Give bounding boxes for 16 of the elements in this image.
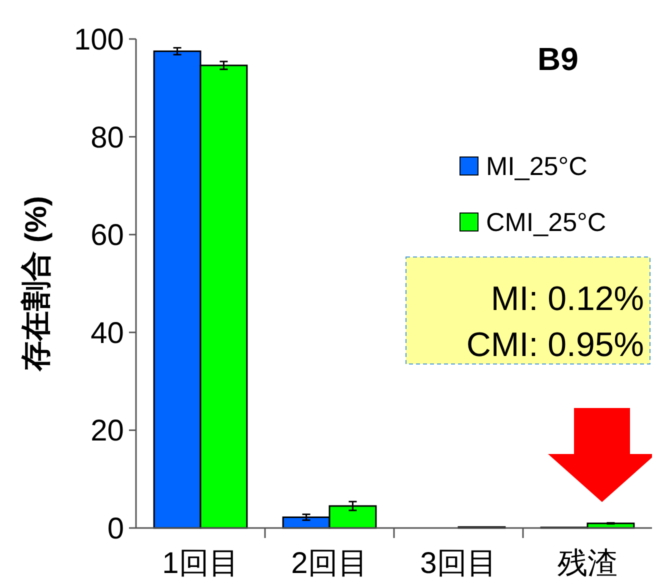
- chart-title: B9: [538, 41, 578, 77]
- legend-label: CMI_25°C: [486, 207, 606, 238]
- x-tick-label: 3回目: [420, 547, 497, 580]
- x-tick-label: 1回目: [162, 547, 239, 580]
- y-tick-label: 0: [107, 512, 124, 546]
- y-tick-label: 80: [90, 121, 124, 154]
- legend-label: MI_25°C: [486, 151, 588, 182]
- x-tick-label: 2回目: [291, 547, 368, 580]
- x-tick-label: 残渣: [558, 547, 618, 580]
- y-tick-label: 100: [74, 24, 124, 56]
- y-tick-label: 60: [90, 219, 124, 252]
- y-tick-label: 40: [90, 316, 124, 350]
- y-axis-title: 存在割合 (%): [20, 196, 53, 372]
- y-tick-label: 20: [90, 414, 124, 448]
- annotation: MI: 0.12%: [490, 280, 644, 318]
- annotation: CMI: 0.95%: [466, 326, 644, 364]
